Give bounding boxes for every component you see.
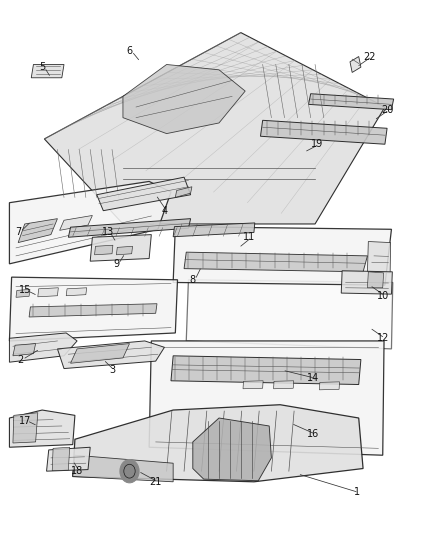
Polygon shape (319, 382, 339, 390)
Text: 14: 14 (307, 373, 319, 383)
Polygon shape (13, 344, 35, 356)
Text: 4: 4 (161, 206, 167, 216)
Polygon shape (193, 418, 272, 481)
Polygon shape (57, 341, 164, 368)
Text: 11: 11 (244, 232, 256, 243)
Text: 8: 8 (190, 275, 196, 285)
Polygon shape (367, 272, 384, 288)
Text: 13: 13 (102, 227, 114, 237)
Polygon shape (173, 227, 392, 285)
Text: 12: 12 (377, 333, 389, 343)
Polygon shape (243, 381, 263, 389)
Text: 6: 6 (127, 46, 133, 56)
Text: 5: 5 (39, 62, 45, 72)
Polygon shape (261, 120, 387, 144)
Polygon shape (171, 356, 361, 384)
Text: 3: 3 (109, 365, 115, 375)
Polygon shape (149, 341, 384, 455)
Polygon shape (184, 252, 367, 272)
Polygon shape (68, 219, 191, 237)
Polygon shape (186, 280, 393, 349)
Polygon shape (44, 33, 385, 224)
Polygon shape (60, 215, 92, 230)
Text: 16: 16 (307, 429, 319, 439)
Polygon shape (38, 288, 58, 297)
Text: 9: 9 (113, 259, 120, 269)
Text: 22: 22 (364, 52, 376, 61)
Polygon shape (367, 241, 391, 273)
Polygon shape (10, 410, 75, 447)
Polygon shape (341, 271, 392, 294)
Polygon shape (123, 64, 245, 134)
Polygon shape (10, 277, 177, 341)
Text: 18: 18 (71, 466, 83, 476)
Polygon shape (308, 94, 394, 110)
Text: 10: 10 (377, 290, 389, 301)
Circle shape (120, 459, 139, 483)
Text: 2: 2 (17, 354, 24, 365)
Polygon shape (29, 304, 157, 317)
Text: 17: 17 (18, 416, 31, 426)
Polygon shape (90, 235, 151, 261)
Polygon shape (18, 219, 57, 243)
Polygon shape (10, 181, 171, 264)
Polygon shape (350, 56, 361, 72)
Polygon shape (73, 405, 363, 482)
Polygon shape (71, 344, 130, 364)
Polygon shape (173, 223, 255, 237)
Polygon shape (31, 64, 64, 78)
Polygon shape (95, 245, 113, 255)
Polygon shape (274, 381, 293, 389)
Text: 15: 15 (18, 286, 31, 295)
Polygon shape (97, 177, 191, 211)
Text: 19: 19 (311, 139, 323, 149)
Polygon shape (13, 413, 38, 443)
Polygon shape (66, 288, 87, 296)
Polygon shape (16, 289, 30, 297)
Text: 20: 20 (381, 104, 393, 115)
Text: 21: 21 (149, 477, 162, 487)
Text: 7: 7 (15, 227, 21, 237)
Polygon shape (46, 447, 90, 471)
Polygon shape (10, 333, 77, 362)
Polygon shape (175, 187, 192, 197)
Polygon shape (52, 447, 70, 471)
Text: 1: 1 (353, 488, 360, 497)
Polygon shape (73, 455, 173, 482)
Polygon shape (117, 246, 133, 255)
